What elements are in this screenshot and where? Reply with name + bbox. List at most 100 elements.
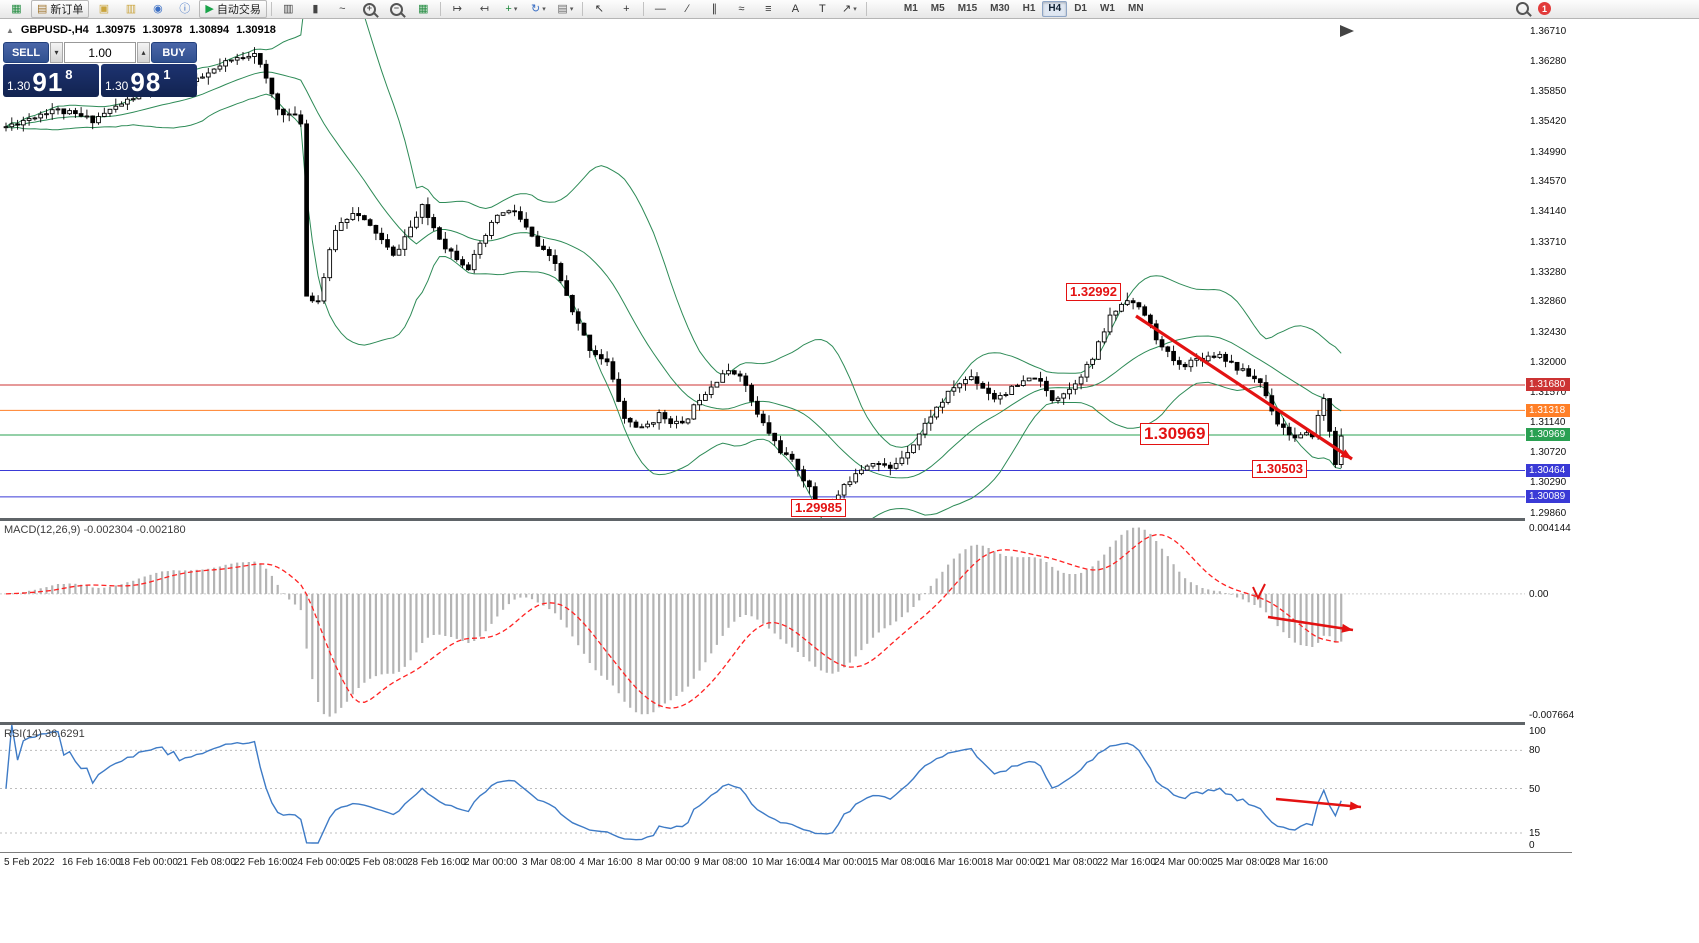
macd-axis-label: 0.00 — [1529, 589, 1549, 600]
timeframe-m15-button[interactable]: M15 — [957, 3, 978, 14]
price-annotation[interactable]: 1.32992 — [1066, 283, 1121, 301]
grid-lines-icon[interactable]: ≡ — [756, 0, 781, 18]
toolbar-separator — [642, 2, 644, 16]
time-axis-label: 21 Mar 08:00 — [1039, 857, 1098, 868]
text-icon[interactable]: A — [783, 0, 808, 18]
template-icon[interactable]: ▤ ▾ — [553, 0, 578, 18]
price-chart-canvas[interactable] — [0, 19, 1525, 518]
time-axis-label: 16 Feb 16:00 — [62, 857, 121, 868]
bars-mode-icon[interactable]: ▥ — [276, 0, 301, 18]
tile-windows-glyph-icon: ▥ — [125, 2, 137, 15]
channel-icon[interactable]: ∥ — [702, 0, 727, 18]
fibonacci-glyph-icon: ≈ — [738, 2, 745, 15]
quote-low: 1.30894 — [189, 24, 230, 36]
rsi-indicator-label: RSI(14) 36.6291 — [4, 728, 85, 740]
chart-shift-glyph-icon: ↤ — [479, 2, 489, 15]
price-axis-label: 1.30290 — [1530, 477, 1567, 488]
add-indicator-icon[interactable]: + ▾ — [499, 0, 524, 18]
price-level-tag: 1.30464 — [1526, 464, 1570, 477]
timeframe-h1-button[interactable]: H1 — [1022, 3, 1036, 14]
time-axis-label: 25 Feb 08:00 — [349, 857, 408, 868]
timeframe-d1-button[interactable]: D1 — [1074, 3, 1087, 14]
volume-increase-button[interactable]: ▴ — [137, 42, 150, 63]
timeframe-mn-button[interactable]: MN — [1127, 3, 1144, 14]
zoom-in-icon: + — [362, 2, 376, 16]
time-axis-label: 22 Feb 16:00 — [234, 857, 293, 868]
buy-price-big: 98 — [130, 67, 162, 97]
buy-price-display[interactable]: 1.30 98 1 — [101, 64, 197, 97]
auto-scroll-icon[interactable]: ↦ — [445, 0, 470, 18]
horizontal-line-glyph-icon: — — [654, 2, 666, 15]
macd-pane-canvas[interactable] — [0, 521, 1525, 722]
line-mode-icon[interactable]: ~ — [330, 0, 355, 18]
volume-decrease-button[interactable]: ▾ — [50, 42, 63, 63]
price-annotation[interactable]: 1.30503 — [1252, 460, 1307, 478]
cascade-windows-glyph-icon: ▣ — [98, 2, 110, 15]
price-axis-label: 1.32860 — [1530, 296, 1567, 307]
tile-windows-icon[interactable]: ▥ — [118, 0, 143, 18]
timeframe-m1-button[interactable]: M1 — [903, 3, 918, 14]
search-icon[interactable] — [1516, 2, 1529, 15]
sell-price-display[interactable]: 1.30 91 8 — [3, 64, 99, 97]
time-scale[interactable]: 5 Feb 2022 16 Feb 16:00 18 Feb 00:00 21 Feb… — [0, 852, 1572, 871]
notification-badge[interactable]: 1 — [1538, 2, 1551, 15]
time-axis-label: 4 Mar 16:00 — [579, 857, 633, 868]
pane-divider[interactable] — [0, 722, 1572, 725]
cursor-icon[interactable]: ↖ — [587, 0, 612, 18]
timeframe-h4-button[interactable]: H4 — [1042, 1, 1068, 17]
buy-button[interactable]: BUY — [151, 42, 197, 63]
auto-scroll-glyph-icon: ↦ — [452, 2, 462, 15]
toolbar-buttons: ▦ ▤ 新订单 ▣ ▥ ◉ ⓘ ▶ 自动交易 ▥ ▮ ~ + − ▦ ↦ ↤ + ▾ ↻ ▾ ▤ ▾ ↖ + — ∕ ∥ ≈ ≡ A T ↗ ▾ — [3, 0, 870, 18]
pane-divider[interactable] — [0, 518, 1572, 521]
candles-mode-icon[interactable]: ▮ — [303, 0, 328, 18]
price-axis-label: 1.34140 — [1530, 206, 1567, 217]
rsi-axis-label: 50 — [1529, 784, 1541, 795]
rsi-axis-scale[interactable]: 100 80 50 15 0 — [1525, 725, 1572, 852]
sell-price-pip: 8 — [65, 67, 73, 82]
tile-grid-icon[interactable]: ▦ — [411, 0, 436, 18]
price-axis-label: 1.35850 — [1530, 86, 1567, 97]
dropdown-arrow-icon: ▾ — [853, 6, 857, 13]
timeframe-m5-button[interactable]: M5 — [930, 3, 945, 14]
period-icon[interactable]: ↻ ▾ — [526, 0, 551, 18]
rsi-axis-label: 0 — [1529, 840, 1535, 851]
add-indicator-glyph-icon: + — [505, 2, 512, 15]
price-annotation[interactable]: 1.30969 — [1140, 423, 1210, 446]
horizontal-line-icon[interactable]: — — [648, 0, 673, 18]
timeframe-m30-button[interactable]: M30 — [990, 3, 1010, 14]
arrows-tool-icon[interactable]: ↗ ▾ — [837, 0, 862, 18]
price-axis-label: 1.34990 — [1530, 147, 1567, 158]
autotrade-button[interactable]: ▶ 自动交易 — [199, 0, 267, 18]
price-annotation[interactable]: 1.29985 — [791, 499, 846, 517]
sell-button[interactable]: SELL — [3, 42, 49, 63]
one-click-trading-panel: SELL ▾ ▴ BUY 1.30 91 8 1.30 98 1 — [3, 42, 197, 97]
cascade-windows-icon[interactable]: ▣ — [91, 0, 116, 18]
price-axis-label: 1.32430 — [1530, 327, 1567, 338]
zoom-in-icon[interactable]: + — [357, 0, 382, 18]
text-label-icon[interactable]: T — [810, 0, 835, 18]
new-chart-icon[interactable]: ▦ — [4, 0, 29, 18]
info-icon[interactable]: ⓘ — [172, 0, 197, 18]
profile-icon[interactable]: ◉ — [145, 0, 170, 18]
volume-input[interactable] — [64, 42, 136, 63]
macd-axis-scale[interactable]: 0.004144 0.00 -0.007664 — [1525, 521, 1575, 722]
info-glyph-icon: ⓘ — [179, 2, 191, 15]
timeframe-w1-button[interactable]: W1 — [1099, 3, 1115, 14]
quote-open: 1.30975 — [95, 24, 136, 36]
price-scale[interactable]: 1.36710 1.36280 1.35850 1.35420 1.34990 1.345… — [1525, 19, 1572, 852]
price-axis-label: 1.33280 — [1530, 267, 1567, 278]
toolbar-separator — [270, 2, 272, 16]
chart-shift-icon[interactable]: ↤ — [472, 0, 497, 18]
chart-ohlc-info: ▲ GBPUSD-,H4 1.30975 1.30978 1.30894 1.3… — [6, 24, 276, 36]
crosshair-icon[interactable]: + — [614, 0, 639, 18]
arrows-tool-glyph-icon: ↗ — [842, 2, 852, 15]
time-axis-label: 18 Feb 00:00 — [119, 857, 178, 868]
fibonacci-icon[interactable]: ≈ — [729, 0, 754, 18]
zoom-out-icon[interactable]: − — [384, 0, 409, 18]
trend-line-icon[interactable]: ∕ — [675, 0, 700, 18]
rsi-pane-canvas[interactable] — [0, 725, 1525, 852]
new-order-button[interactable]: ▤ 新订单 — [31, 0, 90, 18]
macd-axis-label: -0.007664 — [1529, 710, 1575, 721]
quote-close: 1.30918 — [236, 24, 276, 36]
